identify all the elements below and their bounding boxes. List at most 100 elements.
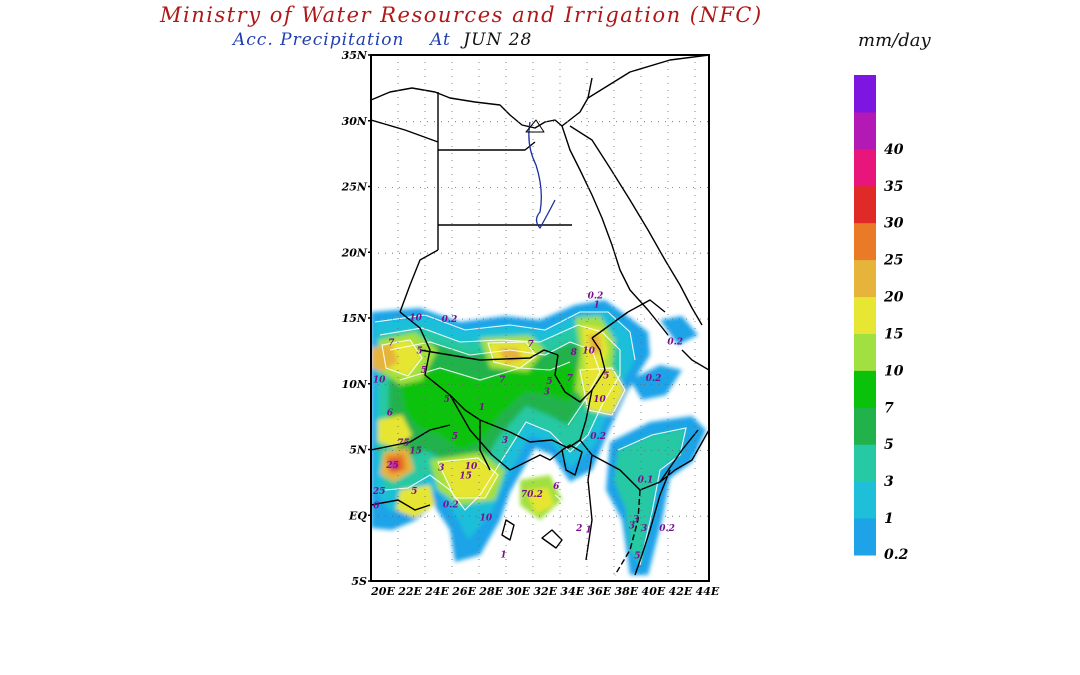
contour-value-label: 7 <box>567 374 574 384</box>
contour-value-label: 10 <box>465 462 478 472</box>
contour-value-label: 7 <box>388 339 395 349</box>
contour-value-label: 10 <box>480 514 493 524</box>
contour-value-label: 3 <box>633 515 639 525</box>
colorbar-level-label: 1 <box>884 511 894 527</box>
longitude-label: 34E <box>560 585 584 598</box>
colorbar-swatch <box>854 185 876 224</box>
colorbar-swatch <box>854 370 876 408</box>
contour-value-label: 1 <box>594 300 600 310</box>
precipitation-field <box>371 300 706 575</box>
longitude-label: 22E <box>397 585 422 598</box>
contour-value-label: 25 <box>372 487 386 497</box>
contour-value-label: 5 <box>417 347 423 357</box>
latitude-labels: 35N 30N 25N 20N 15N 10N 5N EQ 5S <box>341 50 371 588</box>
longitude-label: 26E <box>451 585 476 598</box>
contour-value-label: 0.2 <box>659 524 675 534</box>
graticule <box>371 55 709 581</box>
latitude-label: 5N <box>349 444 368 457</box>
colorbar-swatch <box>854 75 876 113</box>
colorbar-swatch <box>854 222 876 261</box>
colorbar-swatch <box>854 444 876 482</box>
longitude-label: 38E <box>615 585 639 598</box>
latitude-label: EQ <box>348 509 367 522</box>
longitude-label: 30E <box>506 585 530 598</box>
contour-value-label: 3 <box>544 387 550 397</box>
colorbar-level-label: 15 <box>884 326 903 342</box>
contour-value-label: 0.1 <box>638 475 654 485</box>
contour-value-label: 3 <box>641 524 647 534</box>
colorbar-level-label: 40 <box>884 142 904 158</box>
contour-value-label: 10 <box>593 395 606 405</box>
contour-value-label: 8 <box>571 348 578 358</box>
contour-value-label: 7 <box>499 375 506 385</box>
colorbar-swatch <box>854 296 876 334</box>
at-label: At <box>430 30 451 50</box>
colorbar-swatch <box>854 333 876 371</box>
contour-value-label: 15 <box>409 446 422 456</box>
latitude-label: 5S <box>351 575 367 588</box>
contour-value-label: 3 <box>629 521 635 531</box>
colorbar-level-label: 7 <box>884 400 894 416</box>
colorbar-swatch <box>854 259 876 298</box>
forecast-date: JUN 28 <box>463 30 533 50</box>
contour-value-label: 15 <box>459 471 472 481</box>
contour-value-label: 1 <box>500 550 506 560</box>
longitude-label: 20E <box>370 585 395 598</box>
contour-value-label: 5 <box>603 371 609 381</box>
contour-value-label: 1 <box>586 525 592 535</box>
colorbar-level-label: 35 <box>884 179 903 195</box>
colorbar-level-label: 25 <box>883 253 903 269</box>
contour-value-label: 0.2 <box>443 500 459 510</box>
longitude-labels: 20E 22E 24E 26E 28E 30E 32E 34E 36E 38E 40E 42E 44E <box>370 585 720 598</box>
contour-value-label: 2 <box>575 524 582 534</box>
latitude-label: 15N <box>342 312 368 325</box>
country-boundaries <box>371 55 709 576</box>
contour-value-label: 0.2 <box>667 337 683 347</box>
longitude-label: 36E <box>587 585 611 598</box>
contour-value-label: 70.2 <box>521 490 543 500</box>
longitude-label: 44E <box>696 585 720 598</box>
contour-value-label: 5 <box>546 377 552 387</box>
contour-value-label: 5 <box>421 366 427 376</box>
map-subtitle: Acc. Precipitation At JUN 28 <box>233 30 532 50</box>
longitude-label: 42E <box>669 585 693 598</box>
colorbar-swatch <box>854 481 876 519</box>
contour-value-label: 7 <box>527 340 534 350</box>
contour-value-label: 0.2 <box>646 374 662 384</box>
longitude-label: 24E <box>424 585 449 598</box>
contour-value-label: 5 <box>444 395 450 405</box>
longitude-label: 28E <box>478 585 503 598</box>
colorbar-level-label: 0.2 <box>884 547 909 563</box>
contour-value-label: 0.2 <box>442 315 458 325</box>
latitude-label: 10N <box>342 378 368 391</box>
contour-value-label: 10 <box>582 347 595 357</box>
contour-value-label: 5 <box>452 432 458 442</box>
contour-value-label: 3 <box>502 436 508 446</box>
contour-value-label: 6 <box>553 482 560 492</box>
contour-value-label: 0.2 <box>588 291 604 301</box>
colorbar-swatch <box>854 148 876 187</box>
colorbar-swatch <box>854 111 876 150</box>
colorbar-level-label: 20 <box>883 290 904 306</box>
colorbar-level-label: 3 <box>884 474 894 490</box>
contour-value-label: 0.2 <box>590 432 606 442</box>
latitude-label: 35N <box>342 50 368 62</box>
colorbar-level-label: 30 <box>884 216 904 232</box>
longitude-label: 40E <box>642 585 666 598</box>
latitude-label: 20N <box>341 246 368 259</box>
precipitation-map: 35N 30N 25N 20N 15N 10N 5N EQ 5S 20E 22E 24E 26E 28E… <box>341 50 720 598</box>
contour-value-label: 10 <box>373 375 386 385</box>
map-title: Ministry of Water Resources and Irrigati… <box>160 3 763 27</box>
colorbar-swatch <box>854 407 876 445</box>
colorbar-level-label: 5 <box>884 437 894 453</box>
contour-value-label: 1 <box>479 403 485 413</box>
product-name: Acc. Precipitation <box>233 30 405 50</box>
contour-value-label: 75 <box>397 439 410 449</box>
contour-value-label: 6 <box>387 408 394 418</box>
latitude-label: 25N <box>341 181 368 194</box>
colorbar-level-label: 10 <box>884 363 904 379</box>
contour-value-label: 25 <box>385 461 399 471</box>
contour-value-label: 5 <box>634 552 640 562</box>
